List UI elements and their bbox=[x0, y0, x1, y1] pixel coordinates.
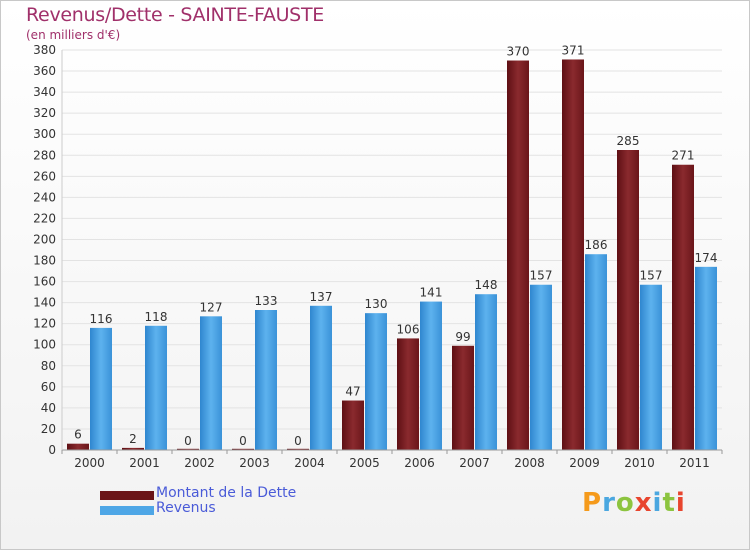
logo-letter: P bbox=[582, 488, 603, 518]
y-tick-label: 120 bbox=[33, 317, 56, 331]
data-label-revenue: 127 bbox=[200, 300, 223, 314]
bar-debt bbox=[287, 448, 309, 450]
bar-debt bbox=[672, 164, 694, 450]
y-tick-label: 60 bbox=[41, 380, 56, 394]
x-tick-label: 2008 bbox=[514, 456, 545, 470]
data-label-revenue: 137 bbox=[310, 290, 333, 304]
y-tick-label: 220 bbox=[33, 211, 56, 225]
y-tick-label: 260 bbox=[33, 169, 56, 183]
proxiti-logo: Proxiti bbox=[582, 488, 686, 518]
bar-debt bbox=[562, 59, 584, 450]
data-label-debt: 371 bbox=[562, 43, 585, 57]
logo-letter: i bbox=[652, 488, 663, 518]
data-label-revenue: 118 bbox=[145, 310, 168, 324]
y-tick-label: 80 bbox=[41, 359, 56, 373]
x-tick-label: 2001 bbox=[129, 456, 160, 470]
bar-revenue bbox=[585, 254, 607, 450]
bar-revenue bbox=[145, 325, 167, 450]
x-tick-label: 2000 bbox=[74, 456, 105, 470]
y-tick-label: 140 bbox=[33, 296, 56, 310]
y-tick-label: 40 bbox=[41, 401, 56, 415]
data-label-debt: 285 bbox=[617, 134, 640, 148]
data-label-debt: 47 bbox=[345, 385, 360, 399]
y-tick-label: 320 bbox=[33, 106, 56, 120]
data-label-debt: 370 bbox=[507, 45, 530, 59]
data-label-revenue: 186 bbox=[585, 238, 608, 252]
legend-label-revenue: Revenus bbox=[156, 500, 216, 516]
data-label-revenue: 141 bbox=[420, 286, 443, 300]
y-tick-label: 380 bbox=[33, 43, 56, 57]
x-tick-label: 2006 bbox=[404, 456, 435, 470]
data-label-revenue: 133 bbox=[255, 294, 278, 308]
bar-revenue bbox=[475, 294, 497, 450]
data-label-revenue: 157 bbox=[640, 269, 663, 283]
x-tick-label: 2003 bbox=[239, 456, 270, 470]
logo-letter: o bbox=[615, 488, 635, 518]
logo-letter: x bbox=[634, 488, 653, 518]
x-tick-label: 2009 bbox=[569, 456, 600, 470]
x-tick-label: 2010 bbox=[624, 456, 655, 470]
bar-debt bbox=[507, 60, 529, 451]
bar-revenue bbox=[255, 310, 277, 450]
data-label-debt: 0 bbox=[184, 434, 192, 448]
bar-revenue bbox=[200, 316, 222, 450]
bar-debt bbox=[177, 448, 199, 450]
bar-debt bbox=[232, 448, 254, 450]
data-label-revenue: 130 bbox=[365, 297, 388, 311]
chart-title: Revenus/Dette - SAINTE-FAUSTE bbox=[26, 4, 324, 26]
x-tick-label: 2007 bbox=[459, 456, 490, 470]
bar-revenue bbox=[90, 327, 112, 450]
bar-revenue bbox=[530, 284, 552, 450]
legend-swatch-revenue bbox=[100, 506, 154, 515]
data-label-debt: 6 bbox=[74, 428, 82, 442]
bar-revenue bbox=[420, 301, 442, 450]
data-label-revenue: 174 bbox=[695, 251, 718, 265]
y-tick-label: 0 bbox=[48, 443, 56, 457]
data-label-debt: 2 bbox=[129, 432, 137, 446]
bar-debt bbox=[342, 400, 364, 450]
logo-letter: i bbox=[675, 488, 686, 518]
x-tick-label: 2002 bbox=[184, 456, 215, 470]
y-tick-label: 300 bbox=[33, 127, 56, 141]
data-label-debt: 0 bbox=[239, 434, 247, 448]
y-tick-label: 280 bbox=[33, 148, 56, 162]
chart-subtitle: (en milliers d'€) bbox=[26, 28, 121, 42]
bar-debt bbox=[122, 447, 144, 450]
y-tick-label: 160 bbox=[33, 275, 56, 289]
bar-debt bbox=[617, 150, 639, 450]
x-tick-label: 2011 bbox=[679, 456, 710, 470]
y-tick-label: 240 bbox=[33, 190, 56, 204]
legend-swatch-debt bbox=[100, 491, 154, 500]
bar-revenue bbox=[310, 305, 332, 450]
x-tick-label: 2005 bbox=[349, 456, 380, 470]
data-label-revenue: 148 bbox=[475, 278, 498, 292]
data-label-revenue: 116 bbox=[90, 312, 113, 326]
bar-revenue bbox=[365, 313, 387, 450]
y-tick-label: 340 bbox=[33, 85, 56, 99]
bar-revenue bbox=[640, 284, 662, 450]
data-label-debt: 99 bbox=[455, 330, 470, 344]
y-tick-label: 180 bbox=[33, 254, 56, 268]
bar-debt bbox=[397, 338, 419, 450]
bar-debt bbox=[67, 443, 89, 450]
data-label-revenue: 157 bbox=[530, 269, 553, 283]
y-tick-label: 360 bbox=[33, 64, 56, 78]
data-label-debt: 0 bbox=[294, 434, 302, 448]
logo-letter: r bbox=[602, 488, 616, 518]
bar-debt bbox=[452, 345, 474, 450]
x-tick-label: 2004 bbox=[294, 456, 325, 470]
bar-revenue bbox=[695, 266, 717, 450]
logo-letter: t bbox=[662, 488, 676, 518]
data-label-debt: 271 bbox=[672, 149, 695, 163]
data-label-debt: 106 bbox=[397, 322, 420, 336]
y-tick-label: 20 bbox=[41, 422, 56, 436]
y-tick-label: 100 bbox=[33, 338, 56, 352]
legend-label-debt: Montant de la Dette bbox=[156, 485, 297, 501]
y-tick-label: 200 bbox=[33, 232, 56, 246]
